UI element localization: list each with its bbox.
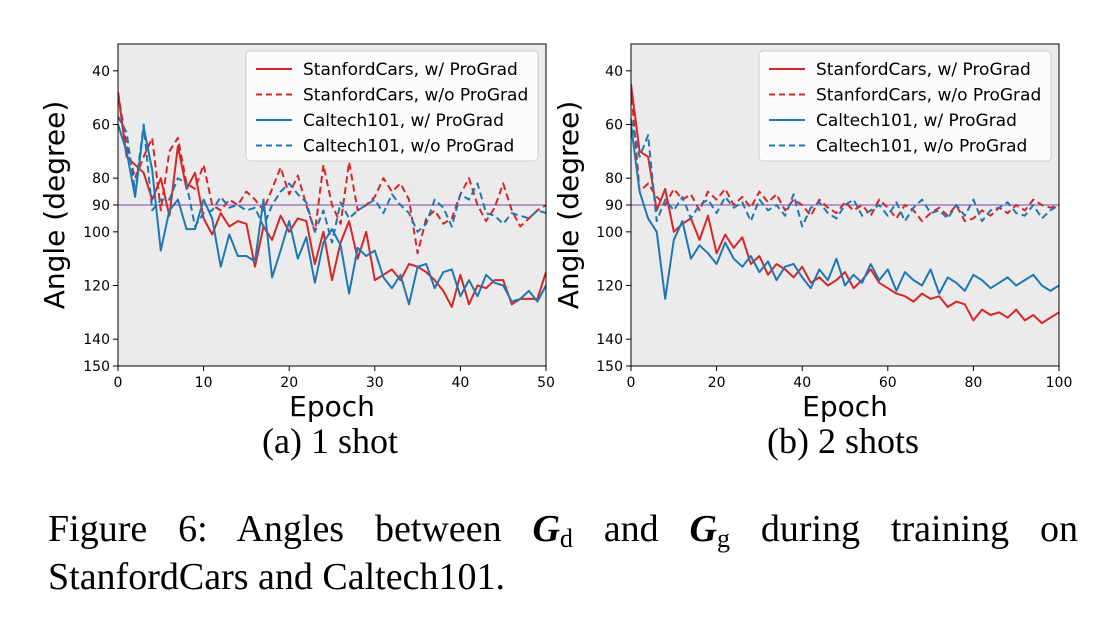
legend-box: [245, 50, 539, 162]
y-tick-label: 40: [605, 64, 623, 80]
y-tick-label: 120: [596, 279, 623, 295]
series-line-2: [631, 124, 1059, 300]
x-axis-label: Epoch: [802, 390, 888, 423]
legend-label-0: StanfordCars, w/ ProGrad: [303, 60, 518, 80]
legend-label-2: Caltech101, w/ ProGrad: [816, 111, 1017, 131]
x-tick-label: 30: [366, 375, 384, 391]
series-line-0: [631, 84, 1059, 325]
x-tick-label: 100: [1046, 375, 1073, 391]
x-tick-label: 80: [964, 375, 982, 391]
y-axis-label: Angle (degree): [38, 101, 71, 310]
y-tick-label: 90: [92, 198, 110, 214]
caption-prefix: Figure 6:: [48, 508, 208, 550]
y-tick-label: 80: [92, 171, 110, 187]
x-axis-label: Epoch: [289, 390, 375, 423]
x-tick-label: 60: [879, 375, 897, 391]
x-tick-label: 0: [114, 375, 123, 391]
legend-label-0: StanfordCars, w/ ProGrad: [816, 60, 1031, 80]
y-axis-label: Angle (degree): [552, 101, 585, 310]
subscript-g: g: [716, 524, 730, 553]
series-line-2: [118, 124, 546, 306]
symbol-g-d: G: [532, 508, 560, 550]
chart-2shots: 0 20 40 60 80 100 40 60 80 90 100 120 140 150 Epoch Ang…: [552, 43, 1073, 461]
series-group: [631, 84, 1059, 325]
legend-box: [758, 50, 1052, 162]
x-tick-label: 10: [195, 375, 213, 391]
x-tick-label: 0: [627, 375, 636, 391]
y-tick-label: 90: [605, 198, 623, 214]
y-tick-label: 100: [83, 225, 110, 241]
series-group: [118, 92, 546, 308]
legend-label-2: Caltech101, w/ ProGrad: [303, 111, 504, 131]
y-tick-label: 150: [596, 359, 623, 375]
subcaption: (b) 2 shots: [767, 421, 919, 461]
y-tick-label: 120: [83, 279, 110, 295]
y-tick-label: 40: [92, 64, 110, 80]
legend-label-3: Caltech101, w/o ProGrad: [303, 137, 514, 157]
subscript-d: d: [559, 524, 573, 553]
y-tick-label: 60: [92, 118, 110, 134]
caption-text-1: Angles between: [236, 508, 502, 550]
y-tick-label: 150: [83, 359, 110, 375]
legend-label-1: StanfordCars, w/o ProGrad: [816, 86, 1041, 106]
x-tick-label: 40: [451, 375, 469, 391]
y-tick-label: 140: [596, 332, 623, 348]
legend: StanfordCars, w/ ProGrad StanfordCars, w/…: [758, 50, 1052, 162]
symbol-g-g: G: [689, 508, 717, 550]
x-tick-label: 20: [708, 375, 726, 391]
legend-label-3: Caltech101, w/o ProGrad: [816, 137, 1027, 157]
figure-caption: Figure 6: Angles between Gd and Gg durin…: [48, 505, 1078, 601]
series-line-3: [631, 118, 1059, 228]
legend-label-1: StanfordCars, w/o ProGrad: [303, 86, 528, 106]
x-tick-label: 40: [793, 375, 811, 391]
caption-and: and: [603, 508, 659, 550]
subcaption: (a) 1 shot: [262, 421, 398, 461]
legend: StanfordCars, w/ ProGrad StanfordCars, w/…: [245, 50, 539, 162]
series-line-1: [118, 92, 546, 255]
series-line-3: [118, 116, 546, 244]
y-tick-label: 60: [605, 118, 623, 134]
y-tick-label: 80: [605, 171, 623, 187]
x-tick-label: 50: [537, 375, 555, 391]
x-tick-label: 20: [280, 375, 298, 391]
y-tick-label: 100: [596, 225, 623, 241]
caption-text-2: during training on StanfordCars and Calt…: [48, 508, 1079, 598]
chart-1shot: 0 10 20 30 40 50 40 60 80 90 100 120 140 150 Epoch Angl…: [38, 43, 555, 461]
y-tick-label: 140: [83, 332, 110, 348]
